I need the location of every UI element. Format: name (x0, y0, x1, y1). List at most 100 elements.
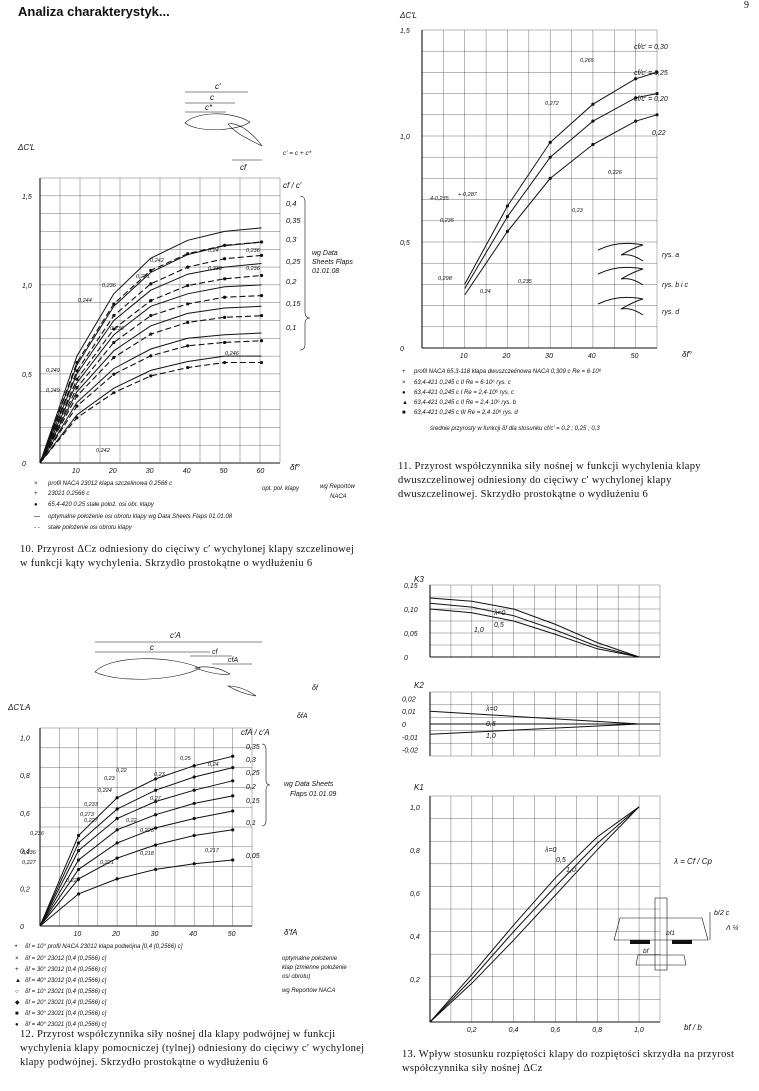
data-point (223, 315, 227, 319)
fig10-ylabel: ΔC′L (17, 143, 35, 152)
y-tick-label: 0,6 (20, 811, 30, 818)
data-point (591, 142, 595, 147)
fig10-sketch-label-c: c (210, 93, 214, 102)
data-point (548, 140, 552, 144)
data-point (112, 391, 116, 395)
data-point (154, 843, 158, 847)
fig12-sketch-label: cf (212, 649, 219, 656)
fig10-sketch-label-formula: c′ = c + c* (283, 150, 312, 157)
fig10-ratio-value: 0,3 (286, 235, 297, 244)
data-point (115, 841, 119, 845)
data-point (259, 360, 264, 365)
fig12-bracket-line: Flaps 01.01.09 (290, 791, 336, 798)
data-point (186, 320, 190, 324)
series-line-0 (429, 597, 640, 658)
point-label: 0,272 (545, 101, 559, 107)
series-line-2 (429, 806, 640, 1023)
y-tick-label: 0,5 (22, 372, 32, 379)
data-point (231, 828, 235, 832)
y-tick-label: 0,4 (20, 849, 30, 856)
fig12-airfoil-sketch: c′A c cf cfA δf δfA (94, 631, 319, 720)
x-tick-label: 50 (220, 468, 228, 475)
series-line-1 (429, 806, 640, 1023)
point-label: 0,218 (140, 851, 155, 857)
fig11-plot-area: 10 20 30 40 50 0 0,5 1,0 1,5 0,265 0,272 4-0,235 +-0… (400, 28, 659, 360)
fig13-top-curve-label: 0,5 (494, 622, 504, 629)
y-tick-label: 1,0 (22, 283, 32, 290)
legend-text: 23021 0.2566 c (47, 491, 89, 497)
legend-text: 63,4-421 0,245 c II Re = 6·10⁶ rys. c (414, 379, 511, 386)
fig13-top-curve-label: λ=0 (493, 610, 506, 617)
data-point (192, 833, 196, 838)
point-label: 0,23 (572, 208, 584, 214)
data-point (655, 113, 659, 117)
fig13-plane-label: b/2 c (714, 910, 730, 917)
data-point (76, 833, 81, 838)
fig12-sketch-label: δfA (297, 713, 308, 720)
fig10-sketch-label-cstar: c* (205, 103, 213, 112)
data-point (154, 813, 158, 817)
point-label: 0,235 (518, 279, 533, 285)
fig13-bottom-plot-area: 0,2 0,4 0,6 0,8 1,0 0,2 0,4 0,6 0,8 1,0 (410, 795, 661, 1034)
y-tick-label: 0,8 (410, 848, 420, 855)
legend-text: profil NACA 65,3-118 klapa dwuszczelinow… (413, 368, 602, 375)
point-label: 0,249 (46, 388, 60, 394)
data-point (112, 327, 116, 331)
y-tick-label: 0 (20, 924, 24, 931)
fig12-ratio-value: 0,35 (246, 744, 260, 751)
legend-side: wg Reportów NACA (282, 988, 335, 994)
fig10-ratio-values: 0,4 0,35 0,3 0,25 0,2 0,15 0,1 (286, 199, 301, 332)
point-label: 0,23 (104, 776, 116, 782)
point-label: 0,238 (208, 266, 223, 272)
fig13-plane-label: bf1 (666, 930, 675, 937)
legend-side: klap (zmienne położenie (282, 965, 347, 971)
y-tick-label: 0,15 (404, 583, 418, 590)
legend-text: stałe położenie osi obrotu klapy (48, 525, 133, 531)
legend-mark: - - (34, 525, 40, 531)
legend-text: optymalne położenie osi obrotu klapy wg … (48, 514, 233, 520)
y-tick-label: 0,8 (20, 773, 30, 780)
y-tick-label: 0,5 (400, 240, 410, 247)
point-label: 4-0,235 (430, 196, 450, 202)
y-tick-label: 0 (404, 655, 408, 662)
data-point (259, 253, 264, 257)
y-tick-label: -0,02 (402, 748, 418, 755)
legend-mark: + (34, 491, 38, 497)
data-point (76, 867, 81, 872)
page-header: Analiza charakterystyk... (18, 4, 170, 19)
data-point (149, 374, 153, 378)
x-tick-label: 40 (588, 353, 596, 360)
fig12-bracket (261, 743, 271, 827)
fig12-plot-area: 10 20 30 40 5000,20,40,60,81,00,250,230,220,… (20, 727, 253, 938)
data-point (154, 867, 158, 872)
point-label: 0,217 (205, 848, 220, 854)
legend-text: średnie przyrosty w funkcji δf dla stosu… (430, 426, 600, 432)
fig12-ratio-value: 0,3 (246, 757, 256, 764)
data-point (75, 369, 79, 373)
data-point (192, 775, 196, 779)
legend-mark: × (402, 380, 406, 386)
series-line-6 (39, 355, 262, 464)
x-tick-label: 20 (501, 353, 510, 360)
fig11-ylabel: ΔC′L (399, 11, 417, 20)
legend-side: NACA (330, 494, 347, 500)
data-point (223, 360, 227, 365)
legend-text: δf = 30° 23021 [0,4 (0,2566) c] (25, 1011, 107, 1017)
data-point (154, 826, 158, 830)
fig10-bracket-line: 01.01.08 (312, 268, 339, 275)
data-point (75, 377, 79, 381)
fig13-mid-plot-area: 0,02 0,01 0 -0,01 -0,02 (402, 691, 661, 757)
x-tick-label: 30 (146, 468, 154, 475)
series-line-0 (39, 755, 233, 927)
series-line-3 (39, 795, 233, 927)
legend-text: δf = 20° 23021 [0,4 (0,2566) c] (25, 1000, 107, 1006)
x-tick-label: 50 (631, 353, 639, 360)
legend-mark: + (15, 967, 19, 973)
data-point (112, 372, 116, 376)
fig12-sketch-label: c (150, 643, 154, 652)
data-point (192, 816, 196, 821)
legend-text: δf = 40° 23021 [0,4 (0,2566) c] (25, 1022, 107, 1028)
point-label: 0,226 (608, 170, 623, 176)
data-point (548, 155, 552, 159)
